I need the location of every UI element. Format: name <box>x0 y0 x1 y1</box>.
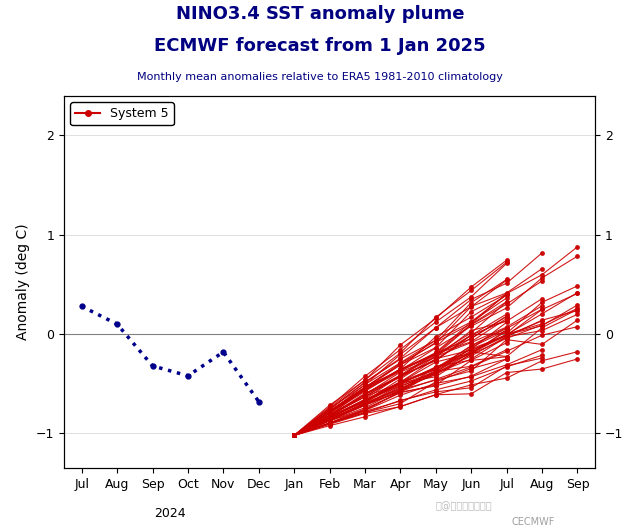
Y-axis label: Anomaly (deg C): Anomaly (deg C) <box>17 223 30 340</box>
Text: 2024: 2024 <box>154 507 186 520</box>
Text: NINO3.4 SST anomaly plume: NINO3.4 SST anomaly plume <box>176 5 464 23</box>
Legend: System 5: System 5 <box>70 102 174 125</box>
Text: 头@中国气象爱好者: 头@中国气象爱好者 <box>435 501 492 511</box>
Text: ECMWF forecast from 1 Jan 2025: ECMWF forecast from 1 Jan 2025 <box>154 37 486 55</box>
Text: Monthly mean anomalies relative to ERA5 1981-2010 climatology: Monthly mean anomalies relative to ERA5 … <box>137 72 503 82</box>
Text: CECMWF: CECMWF <box>512 517 556 527</box>
